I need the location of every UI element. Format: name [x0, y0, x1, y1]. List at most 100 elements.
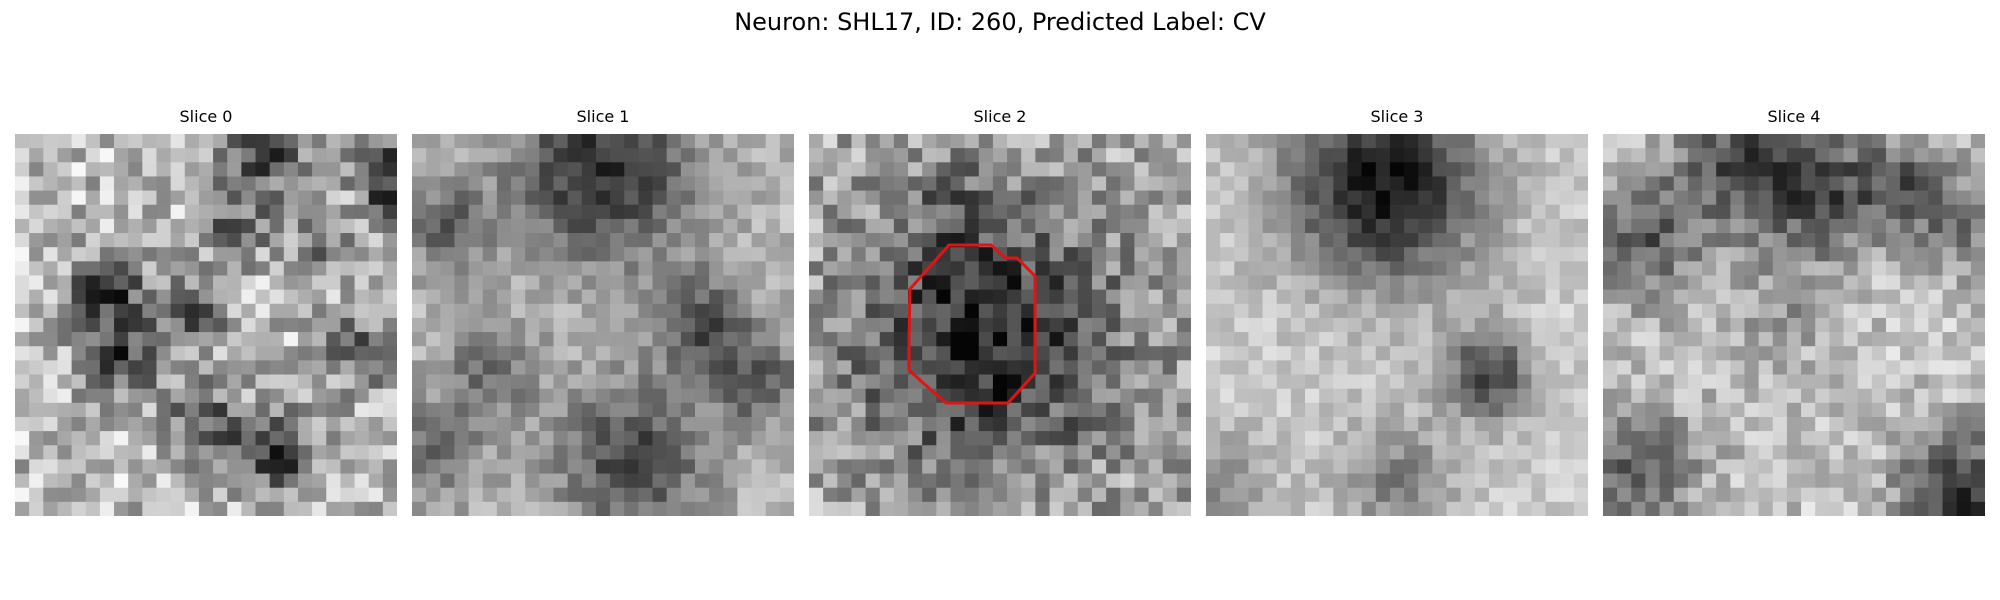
- pixel-cell: [1319, 134, 1334, 149]
- pixel-cell: [142, 204, 158, 220]
- pixel-cell: [1531, 487, 1547, 503]
- pixel-cell: [638, 190, 654, 206]
- pixel-cell: [525, 148, 540, 163]
- pixel-cell: [1716, 134, 1731, 149]
- pixel-cell: [1801, 459, 1816, 475]
- pixel-cell: [1885, 218, 1901, 234]
- pixel-cell: [496, 360, 512, 376]
- pixel-cell: [1545, 275, 1561, 291]
- pixel-cell: [1333, 134, 1349, 149]
- pixel-cell: [1234, 332, 1250, 347]
- pixel-cell: [1815, 134, 1830, 149]
- pixel-cell: [156, 374, 172, 390]
- pixel-cell: [255, 360, 271, 376]
- pixel-cell: [1474, 431, 1490, 446]
- pixel-cell: [1488, 416, 1504, 432]
- pixel-cell: [595, 261, 611, 277]
- pixel-cell: [638, 487, 654, 503]
- pixel-cell: [1631, 374, 1647, 390]
- pixel-cell: [553, 261, 569, 277]
- pixel-cell: [283, 162, 299, 178]
- pixel-cell: [610, 459, 625, 475]
- pixel-cell: [1176, 134, 1191, 149]
- pixel-cell: [1744, 176, 1760, 192]
- pixel-cell: [1290, 402, 1306, 418]
- pixel-cell: [15, 162, 30, 178]
- pixel-cell: [922, 275, 937, 291]
- pixel-cell: [354, 416, 370, 432]
- pixel-cell: [1517, 501, 1533, 516]
- pixel-cell: [978, 416, 994, 432]
- pixel-cell: [1702, 176, 1717, 192]
- pixel-cell: [652, 261, 668, 277]
- pixel-cell: [255, 459, 271, 475]
- pixel-cell: [1007, 346, 1022, 361]
- pixel-cell: [368, 459, 384, 475]
- pixel-cell: [1617, 289, 1632, 305]
- pixel-cell: [737, 204, 753, 220]
- pixel-cell: [610, 332, 625, 347]
- pixel-cell: [198, 204, 214, 220]
- pixel-cell: [170, 487, 186, 503]
- pixel-cell: [709, 261, 724, 277]
- pixel-cell: [1361, 360, 1377, 376]
- pixel-cell: [1559, 275, 1575, 291]
- pixel-cell: [1206, 360, 1221, 376]
- pixel-cell: [1517, 416, 1533, 432]
- pixel-cell: [1007, 204, 1022, 220]
- pixel-cell: [198, 190, 214, 206]
- pixel-cell: [751, 459, 767, 475]
- pixel-cell: [1262, 445, 1278, 461]
- pixel-cell: [1432, 190, 1448, 206]
- pixel-cell: [723, 148, 739, 163]
- pixel-cell: [865, 431, 881, 446]
- pixel-cell: [751, 134, 767, 149]
- pixel-cell: [1446, 148, 1462, 163]
- pixel-cell: [1914, 247, 1930, 262]
- pixel-cell: [1162, 134, 1178, 149]
- pixel-cell: [1248, 317, 1264, 333]
- pixel-cell: [43, 431, 59, 446]
- pixel-cell: [1206, 332, 1221, 347]
- pixel-cell: [156, 459, 172, 475]
- pixel-cell: [1049, 459, 1065, 475]
- pixel-cell: [1545, 431, 1561, 446]
- pixel-cell: [1970, 431, 1985, 446]
- pixel-cell: [1488, 374, 1504, 390]
- pixel-cell: [1914, 303, 1930, 319]
- pixel-cell: [709, 176, 724, 192]
- pixel-cell: [1488, 459, 1504, 475]
- pixel-cell: [1305, 261, 1320, 277]
- pixel-cell: [893, 459, 909, 475]
- pixel-cell: [581, 134, 597, 149]
- pixel-cell: [1801, 218, 1816, 234]
- pixel-cell: [85, 275, 101, 291]
- pixel-cell: [1007, 190, 1022, 206]
- pixel-cell: [440, 445, 456, 461]
- pixel-cell: [382, 289, 397, 305]
- pixel-cell: [99, 360, 115, 376]
- pixel-cell: [1148, 388, 1164, 404]
- pixel-cell: [709, 388, 724, 404]
- pixel-cell: [1617, 473, 1632, 489]
- pixel-cell: [1631, 134, 1647, 149]
- pixel-cell: [1829, 233, 1845, 248]
- pixel-cell: [354, 176, 370, 192]
- pixel-cell: [1049, 148, 1065, 163]
- pixel-cell: [1091, 360, 1107, 376]
- pixel-cell: [1801, 190, 1816, 206]
- pixel-cell: [198, 233, 214, 248]
- pixel-cell: [680, 148, 696, 163]
- pixel-cell: [851, 275, 867, 291]
- pixel-cell: [936, 218, 952, 234]
- pixel-cell: [595, 134, 611, 149]
- pixel-cell: [879, 459, 895, 475]
- pixel-cell: [666, 303, 682, 319]
- pixel-cell: [1503, 501, 1518, 516]
- pixel-cell: [454, 431, 470, 446]
- pixel-cell: [922, 402, 937, 418]
- pixel-cell: [922, 218, 937, 234]
- pixel-cell: [1234, 473, 1250, 489]
- pixel-cell: [1531, 501, 1547, 516]
- pixel-cell: [1361, 374, 1377, 390]
